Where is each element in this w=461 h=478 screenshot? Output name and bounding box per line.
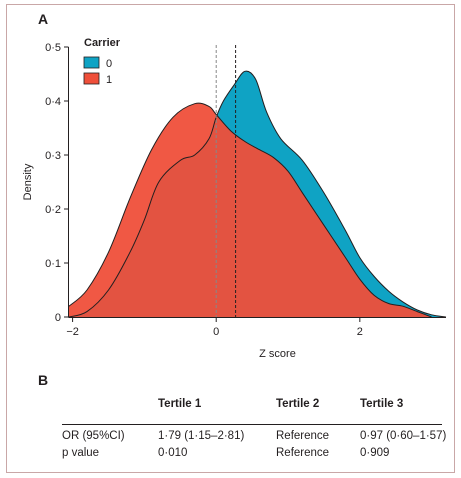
table-header-tertile-2: Tertile 2 [276,398,320,410]
table-cell: 0·97 (0·60–1·57) [360,429,447,442]
x-tick-label: 0 [213,326,219,338]
table-header-tertile-3: Tertile 3 [360,398,404,410]
y-tick-label: 0·2 [45,204,61,216]
legend-swatch-1 [83,72,100,85]
series-1-line [68,102,432,318]
x-tick-label: −2 [66,326,79,338]
table-cell: Reference [276,429,330,442]
table-cell: OR (95%CI) [62,429,125,442]
y-tick-label: 0·3 [45,150,61,162]
series-1-area [69,103,432,318]
y-axis-label: Density [22,163,34,200]
legend-title: Carrier [84,37,121,49]
table-cell: Reference [276,446,330,459]
table-row: OR (95%CI) 1·79 (1·15–2·81) Reference 0·… [62,427,446,444]
y-tick-label: 0·4 [45,96,61,108]
table-cell: 1·79 (1·15–2·81) [158,429,245,442]
table-cell: 0·909 [360,446,390,459]
series-0-line [68,70,447,318]
table-header-blank [62,395,158,419]
table-rule [62,424,442,425]
table-row: p value 0·010 Reference 0·909 [62,444,446,461]
panel-a-label: A [38,11,49,27]
y-tick-label: 0·5 [45,42,61,54]
legend-swatch-0 [83,56,100,69]
density-chart: 0 0·1 0·2 0·3 0·4 0·5 −2 0 2 Z score Density Carrie… [22,37,447,360]
results-table: Tertile 1 Tertile 2 Tertile 3 OR (95%CI)… [62,395,446,461]
y-tick-label: 0·1 [45,258,61,270]
table-header-tertile-1: Tertile 1 [158,398,202,410]
table-cell: 0·010 [158,446,188,459]
legend-label-0: 0 [106,58,112,70]
x-tick-label: 2 [357,326,363,338]
table-cell: p value [62,446,100,459]
y-tick-label: 0 [55,312,61,324]
x-axis-label: Z score [259,348,296,360]
figure-frame [6,4,455,473]
panel-b-label: B [38,372,49,388]
table-header-row: Tertile 1 Tertile 2 Tertile 3 [62,395,446,419]
legend-label-1: 1 [106,74,112,86]
